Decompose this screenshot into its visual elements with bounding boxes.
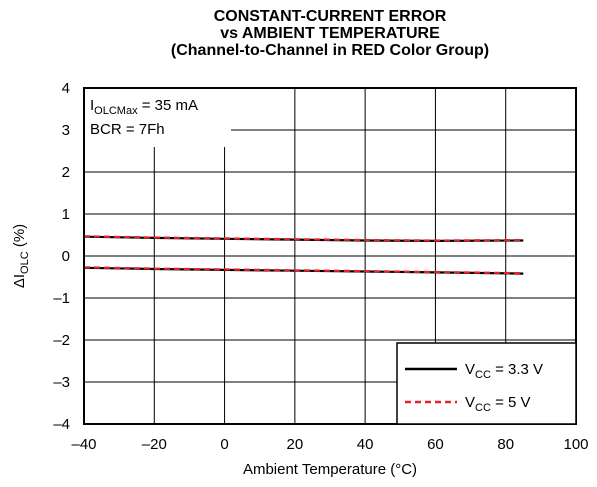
annotation-line-2: BCR = 7Fh	[90, 121, 165, 138]
x-tick-label: 0	[220, 436, 228, 453]
x-tick-label: 40	[357, 436, 374, 453]
grid	[84, 88, 576, 424]
y-tick-label: –2	[53, 332, 70, 349]
legend-main: V	[465, 394, 475, 411]
series-line-3	[83, 235, 524, 242]
annotation-main: I	[90, 97, 94, 114]
y-tick-label: 2	[62, 164, 70, 181]
x-tick-label: –40	[71, 436, 96, 453]
legend-suffix: = 3.3 V	[491, 361, 543, 378]
x-tick-label: 60	[427, 436, 444, 453]
legend-sub: CC	[475, 369, 491, 381]
y-tick-label: 1	[62, 206, 70, 223]
y-tick-label: –3	[53, 374, 70, 391]
y-tick-label: 4	[62, 80, 70, 97]
title-line-3: (Channel-to-Channel in RED Color Group)	[171, 42, 489, 59]
series-lines	[83, 235, 524, 275]
annotation-main: BCR = 7Fh	[90, 121, 165, 138]
x-tick-labels: –40 –20 0 20 40 60 80 100	[71, 436, 588, 453]
plot-frame	[83, 87, 577, 425]
annotation-suffix: = 35 mA	[138, 97, 198, 114]
title-line-2: vs AMBIENT TEMPERATURE	[220, 25, 440, 42]
y-tick-label: –1	[53, 290, 70, 307]
legend-sub: CC	[475, 402, 491, 414]
x-tick-label: 100	[563, 436, 588, 453]
x-tick-label: –20	[142, 436, 167, 453]
legend-suffix: = 5 V	[491, 394, 531, 411]
x-axis-label: Ambient Temperature (°C)	[243, 461, 417, 478]
x-tick-label: 80	[497, 436, 514, 453]
y-tick-label: 3	[62, 122, 70, 139]
y-tick-label: –4	[53, 416, 70, 433]
legend-label-2: VCC = 5 V	[465, 394, 531, 414]
title-line-1: CONSTANT-CURRENT ERROR	[214, 8, 447, 25]
annotation-background	[85, 89, 231, 147]
y-axis-label-suffix: (%)	[11, 224, 28, 252]
annotation-line-1: IOLCMax = 35 mA	[90, 97, 198, 117]
x-tick-label: 20	[287, 436, 304, 453]
y-axis-label-main: ΔI	[11, 274, 28, 288]
y-axis-label: ΔIOLC (%)	[11, 224, 31, 288]
legend-main: V	[465, 361, 475, 378]
legend-label-1: VCC = 3.3 V	[465, 361, 543, 381]
legend-box	[396, 342, 577, 425]
annotation-sub: OLCMax	[94, 105, 138, 117]
annotation-box: IOLCMax = 35 mA BCR = 7Fh	[85, 89, 231, 147]
y-tick-labels: –4 –3 –2 –1 0 1 2 3 4	[53, 80, 70, 433]
series-line-4	[83, 266, 524, 275]
y-axis-label-sub: OLC	[19, 251, 31, 274]
y-tick-label: 0	[62, 248, 70, 265]
